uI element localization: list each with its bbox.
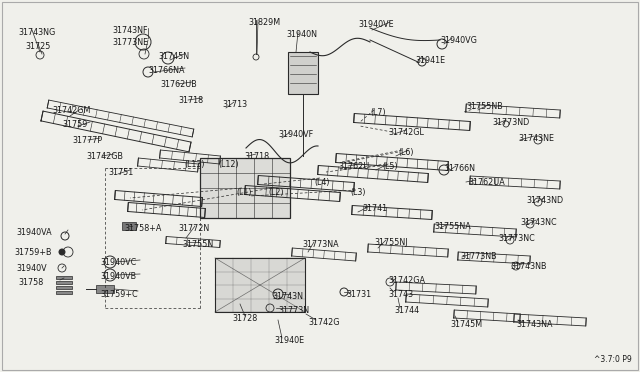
Text: 31759: 31759	[62, 120, 88, 129]
Text: 31758+A: 31758+A	[124, 224, 161, 233]
Text: 31773NA: 31773NA	[302, 240, 339, 249]
Text: (L12): (L12)	[218, 160, 239, 169]
Text: 31773N: 31773N	[278, 306, 309, 315]
Text: 31829M: 31829M	[248, 18, 280, 27]
Text: 31762U: 31762U	[338, 162, 369, 171]
Text: 31728: 31728	[232, 314, 257, 323]
Text: (L1): (L1)	[236, 188, 252, 197]
Text: 31762UB: 31762UB	[160, 80, 196, 89]
Text: 31718: 31718	[244, 152, 269, 161]
Text: (L6): (L6)	[398, 148, 413, 157]
Text: 31741: 31741	[362, 204, 387, 213]
Text: 31773NB: 31773NB	[460, 252, 497, 261]
Text: 31731: 31731	[346, 290, 371, 299]
Text: 31940N: 31940N	[286, 30, 317, 39]
Text: 31744: 31744	[394, 306, 419, 315]
Text: 31743NC: 31743NC	[520, 218, 557, 227]
Text: 31745N: 31745N	[158, 52, 189, 61]
Circle shape	[59, 249, 65, 255]
Text: 31743ND: 31743ND	[526, 196, 563, 205]
Text: 31743NA: 31743NA	[516, 320, 552, 329]
Text: 31745M: 31745M	[450, 320, 482, 329]
Text: 31940E: 31940E	[274, 336, 304, 345]
Text: 31773ND: 31773ND	[492, 118, 529, 127]
Text: 31718: 31718	[178, 96, 203, 105]
Text: 31742GM: 31742GM	[52, 106, 90, 115]
Text: 31766N: 31766N	[444, 164, 475, 173]
Text: 31940VF: 31940VF	[278, 130, 313, 139]
Text: 31777P: 31777P	[72, 136, 102, 145]
Text: 31940VA: 31940VA	[16, 228, 52, 237]
Bar	[288, 52, 318, 94]
Bar	[56, 291, 72, 294]
Text: 31940VB: 31940VB	[100, 272, 136, 281]
Text: 31751: 31751	[108, 168, 133, 177]
Text: 31755NA: 31755NA	[434, 222, 471, 231]
Text: (L4): (L4)	[314, 178, 330, 187]
Text: 31742GB: 31742GB	[86, 152, 123, 161]
Text: 31766NA: 31766NA	[148, 66, 184, 75]
Text: (L7): (L7)	[370, 108, 386, 117]
Text: 31743NF: 31743NF	[112, 26, 147, 35]
Text: (L5): (L5)	[382, 162, 397, 171]
Text: 31762UA: 31762UA	[468, 178, 505, 187]
Text: 31773NC: 31773NC	[498, 234, 535, 243]
Text: 31755N: 31755N	[182, 240, 213, 249]
Text: (L13): (L13)	[184, 160, 205, 169]
Text: 31743: 31743	[388, 290, 413, 299]
Text: 31773NE: 31773NE	[112, 38, 148, 47]
Text: (L2): (L2)	[268, 188, 284, 197]
Text: 31743NB: 31743NB	[510, 262, 547, 271]
Text: 31725: 31725	[25, 42, 51, 51]
Text: 31742GL: 31742GL	[388, 128, 424, 137]
Text: 31743N: 31743N	[272, 292, 303, 301]
Bar	[96, 285, 114, 293]
Text: (L3): (L3)	[350, 188, 365, 197]
Text: 31941E: 31941E	[415, 56, 445, 65]
Text: 31940V: 31940V	[16, 264, 47, 273]
Text: 31940VC: 31940VC	[100, 258, 136, 267]
Text: ^3.7:0 P9: ^3.7:0 P9	[595, 355, 632, 364]
Text: 31772N: 31772N	[178, 224, 209, 233]
Bar	[56, 276, 72, 279]
Text: 31759+C: 31759+C	[100, 290, 138, 299]
Bar	[122, 222, 136, 230]
Text: 31713: 31713	[222, 100, 247, 109]
Bar	[215, 258, 305, 312]
Text: 31743NG: 31743NG	[18, 28, 55, 37]
Text: 31742GA: 31742GA	[388, 276, 425, 285]
Text: 31755NB: 31755NB	[466, 102, 503, 111]
Text: 31758: 31758	[18, 278, 44, 287]
Text: 31755NJ: 31755NJ	[374, 238, 408, 247]
Text: 31759+B: 31759+B	[14, 248, 51, 257]
Text: 31743NE: 31743NE	[518, 134, 554, 143]
Text: 31742G: 31742G	[308, 318, 339, 327]
Bar	[56, 281, 72, 284]
Bar	[200, 158, 290, 218]
Bar	[56, 286, 72, 289]
Text: 31940VE: 31940VE	[358, 20, 394, 29]
Text: 31940VG: 31940VG	[440, 36, 477, 45]
